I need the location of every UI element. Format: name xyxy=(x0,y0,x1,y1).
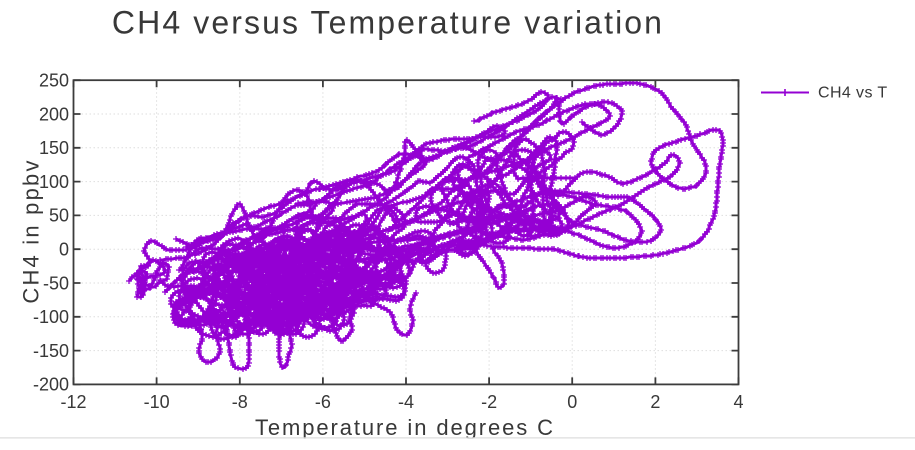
svg-text:0: 0 xyxy=(567,392,577,412)
svg-text:2: 2 xyxy=(650,392,660,412)
svg-text:-50: -50 xyxy=(43,273,69,293)
svg-text:50: 50 xyxy=(49,206,69,226)
svg-text:-10: -10 xyxy=(144,392,170,412)
svg-text:CH4 vs T: CH4 vs T xyxy=(818,85,888,102)
svg-text:200: 200 xyxy=(39,104,69,124)
svg-text:-4: -4 xyxy=(398,392,414,412)
svg-text:CH4 in ppbv: CH4 in ppbv xyxy=(19,158,44,303)
svg-text:-200: -200 xyxy=(33,375,69,395)
svg-text:-8: -8 xyxy=(232,392,248,412)
svg-text:150: 150 xyxy=(39,138,69,158)
svg-text:-2: -2 xyxy=(481,392,497,412)
svg-text:0: 0 xyxy=(59,240,69,260)
svg-text:4: 4 xyxy=(733,392,743,412)
svg-text:-6: -6 xyxy=(315,392,331,412)
svg-text:CH4 versus Temperature variati: CH4 versus Temperature variation xyxy=(112,5,664,41)
svg-text:100: 100 xyxy=(39,172,69,192)
svg-text:-150: -150 xyxy=(33,341,69,361)
svg-text:Temperature in degrees C: Temperature in degrees C xyxy=(255,415,555,440)
svg-text:-12: -12 xyxy=(60,392,86,412)
svg-text:250: 250 xyxy=(39,71,69,91)
svg-text:-100: -100 xyxy=(33,307,69,327)
